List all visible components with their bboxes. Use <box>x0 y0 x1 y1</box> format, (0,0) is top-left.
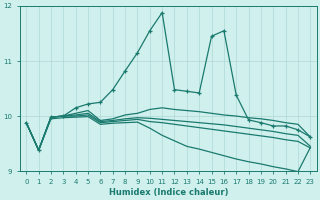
X-axis label: Humidex (Indice chaleur): Humidex (Indice chaleur) <box>108 188 228 197</box>
